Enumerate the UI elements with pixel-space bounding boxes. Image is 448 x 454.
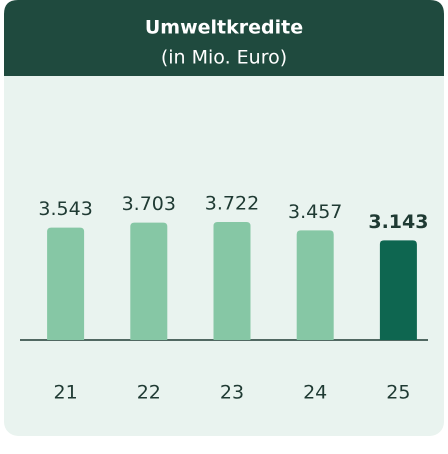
x-tick-label: 24 bbox=[303, 382, 327, 404]
bar bbox=[47, 227, 85, 340]
x-tick-label: 25 bbox=[386, 382, 410, 404]
bar bbox=[296, 230, 334, 340]
x-tick-label: 21 bbox=[54, 382, 78, 404]
bar bbox=[379, 240, 417, 340]
x-tick-label: 23 bbox=[220, 382, 244, 404]
bar bbox=[130, 222, 168, 340]
card bbox=[4, 0, 444, 436]
chart-title: Umweltkredite bbox=[145, 17, 303, 39]
value-label: 3.457 bbox=[288, 201, 342, 223]
value-label: 3.722 bbox=[205, 193, 259, 215]
x-tick-label: 22 bbox=[137, 382, 161, 404]
bar bbox=[213, 222, 251, 340]
value-label: 3.143 bbox=[368, 211, 428, 233]
value-label: 3.703 bbox=[122, 193, 176, 215]
value-label: 3.543 bbox=[38, 198, 92, 220]
chart-subtitle: (in Mio. Euro) bbox=[161, 47, 287, 69]
card-header bbox=[4, 0, 444, 76]
